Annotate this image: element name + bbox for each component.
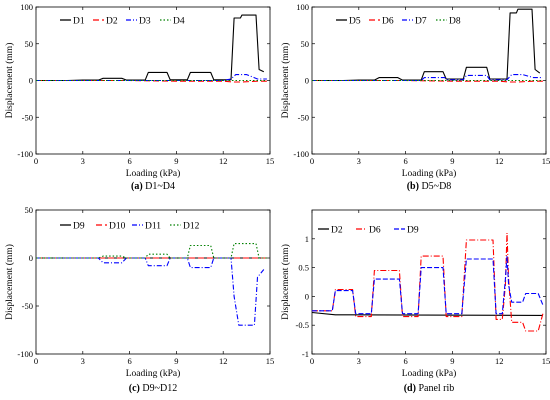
y-tick-label: 0: [305, 76, 309, 86]
y-tick-label: -1: [302, 349, 309, 359]
caption-letter: (d): [404, 383, 416, 394]
legend-label: D7: [415, 17, 427, 27]
y-tick-label: 50: [25, 205, 34, 215]
x-axis-label: Loading (kPa): [126, 368, 181, 379]
plot-frame: [35, 209, 271, 355]
y-tick-label: 100: [20, 2, 33, 12]
panel-caption: (d) Panel rib: [404, 383, 455, 394]
x-tick-label: 0: [34, 156, 38, 166]
series-line-d12: [36, 243, 267, 259]
legend-label: D8: [449, 17, 461, 27]
x-tick-label: 9: [174, 156, 178, 166]
y-tick-label: -100: [293, 149, 309, 159]
panel-caption: (c) D9~D12: [129, 383, 177, 394]
y-tick-label: -50: [22, 301, 33, 311]
x-tick-label: 3: [81, 356, 85, 366]
y-axis-label: Displacement (mm): [4, 244, 15, 320]
chart-panel-1: 0 3 6 9 12 15 100 50 0 -50 -100 Loading (kPa) Displa…: [4, 2, 274, 192]
caption-letter: (c): [129, 383, 140, 394]
x-tick-label: 0: [34, 356, 38, 366]
chart-panel-3: 0 3 6 9 12 15 50 0 -50 -100 Loading (kPa) Displacem…: [4, 205, 274, 394]
caption-text: D1~D4: [143, 181, 175, 192]
x-tick-label: 12: [219, 156, 228, 166]
y-tick-label: 0: [29, 76, 33, 86]
y-tick-label: -50: [22, 112, 33, 122]
x-tick-label: 0: [310, 356, 314, 366]
chart-panel-2: 0 3 6 9 12 15 100 50 0 -50 -100 Loading (kPa) Displa…: [280, 2, 550, 192]
legend-label: D10: [109, 222, 126, 232]
x-axis-label: Loading (kPa): [402, 168, 457, 179]
y-tick-label: 1: [305, 234, 309, 244]
plot-frame: [311, 209, 547, 355]
x-tick-label: 0: [310, 156, 314, 166]
x-tick-label: 6: [403, 156, 407, 166]
y-tick-label: 0: [29, 253, 33, 263]
series-line-d7: [312, 74, 543, 82]
chart-panel-4: 0 3 6 9 12 15 1 0.5 0 -0.5 -1 Loading (kPa) Displace…: [280, 209, 550, 394]
legend-label: D12: [183, 222, 200, 232]
x-tick-label: 9: [450, 156, 454, 166]
x-tick-label: 12: [495, 156, 504, 166]
legend-label: D2: [106, 17, 118, 27]
x-axis-label: Loading (kPa): [126, 168, 181, 179]
x-tick-label: 3: [81, 156, 85, 166]
x-tick-label: 15: [542, 156, 550, 166]
series-line-d6: [312, 79, 543, 83]
legend-label: D3: [139, 17, 151, 27]
x-tick-label: 15: [266, 356, 275, 366]
series-line-d9: [312, 255, 544, 315]
x-tick-label: 6: [127, 356, 131, 366]
panel-caption: (b) D5~D8: [407, 181, 452, 192]
y-axis-label: Displacement (mm): [280, 43, 291, 119]
legend-label: D6: [369, 226, 381, 236]
y-axis-label: Displacement (mm): [280, 244, 291, 320]
x-tick-label: 12: [219, 356, 228, 366]
legend-label: D11: [145, 222, 161, 232]
y-tick-label: 0.5: [298, 263, 309, 273]
series-line-d2: [36, 79, 267, 83]
panel-caption: (a) D1~D4: [131, 181, 175, 192]
x-tick-label: 12: [495, 356, 504, 366]
y-axis-label: Displacement (mm): [4, 43, 15, 119]
legend-label: D5: [349, 17, 361, 27]
x-tick-label: 6: [403, 356, 407, 366]
legend-label: D9: [73, 222, 85, 232]
y-tick-label: -0.5: [296, 320, 309, 330]
caption-letter: (b): [407, 181, 419, 192]
legend-label: D6: [382, 17, 394, 27]
y-tick-label: 0: [305, 291, 309, 301]
y-tick-label: 50: [301, 39, 310, 49]
caption-text: D9~D12: [140, 383, 177, 394]
legend-label: D2: [331, 226, 343, 236]
x-tick-label: 3: [357, 356, 361, 366]
x-tick-label: 3: [357, 156, 361, 166]
x-axis-label: Loading (kPa): [402, 368, 457, 379]
series-line-d11: [36, 257, 265, 326]
y-tick-label: 50: [25, 39, 34, 49]
caption-text: D5~D8: [419, 181, 451, 192]
x-tick-label: 9: [450, 356, 454, 366]
x-tick-label: 6: [127, 156, 131, 166]
legend-label: D9: [407, 226, 419, 236]
y-tick-label: -100: [17, 149, 33, 159]
y-tick-label: 100: [296, 2, 309, 12]
caption-letter: (a): [131, 181, 143, 192]
series-line-d3: [36, 74, 267, 82]
x-tick-label: 15: [266, 156, 275, 166]
y-tick-label: -50: [298, 112, 309, 122]
series-line-d6: [312, 232, 544, 332]
x-tick-label: 9: [174, 356, 178, 366]
caption-text: Panel rib: [416, 383, 454, 394]
x-tick-label: 15: [542, 356, 550, 366]
series-line-d2: [311, 311, 543, 316]
y-tick-label: -100: [17, 349, 33, 359]
legend-label: D1: [73, 17, 85, 27]
legend-label: D4: [173, 17, 185, 27]
